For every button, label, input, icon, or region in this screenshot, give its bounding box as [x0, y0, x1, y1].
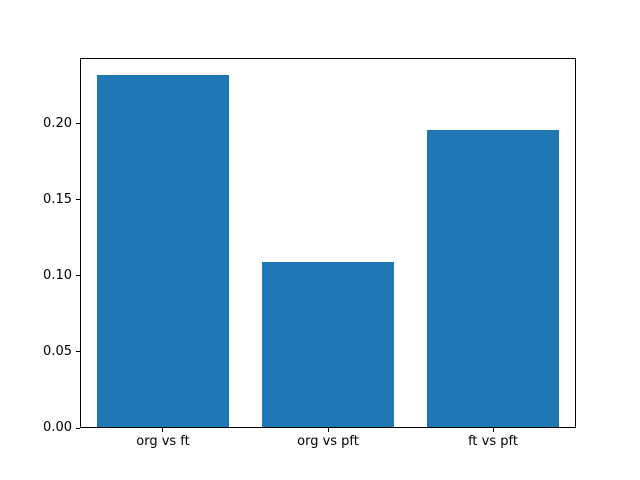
y-axis-tick-label: 0.15 — [43, 192, 72, 207]
x-axis-tick-label: org vs pft — [297, 434, 359, 449]
x-axis-tick-label: org vs ft — [136, 434, 190, 449]
y-axis-tick-mark — [76, 275, 80, 276]
bar-ft-vs-pft — [427, 130, 560, 427]
x-axis-tick-mark — [493, 428, 494, 432]
y-axis-tick-mark — [76, 428, 80, 429]
y-axis-tick-mark — [76, 123, 80, 124]
y-axis-tick-mark — [76, 351, 80, 352]
y-axis-tick-label: 0.10 — [43, 268, 72, 283]
x-axis-tick-mark — [328, 428, 329, 432]
x-axis-tick-label: ft vs pft — [468, 434, 518, 449]
y-axis-tick-label: 0.00 — [43, 420, 72, 435]
bar-org-vs-pft — [261, 262, 395, 427]
y-axis-tick-label: 0.20 — [43, 116, 72, 131]
bar-org-vs-ft — [96, 75, 229, 427]
plot-area — [80, 58, 576, 428]
x-axis-tick-mark — [162, 428, 163, 432]
y-axis-tick-mark — [76, 199, 80, 200]
y-axis-tick-label: 0.05 — [43, 344, 72, 359]
